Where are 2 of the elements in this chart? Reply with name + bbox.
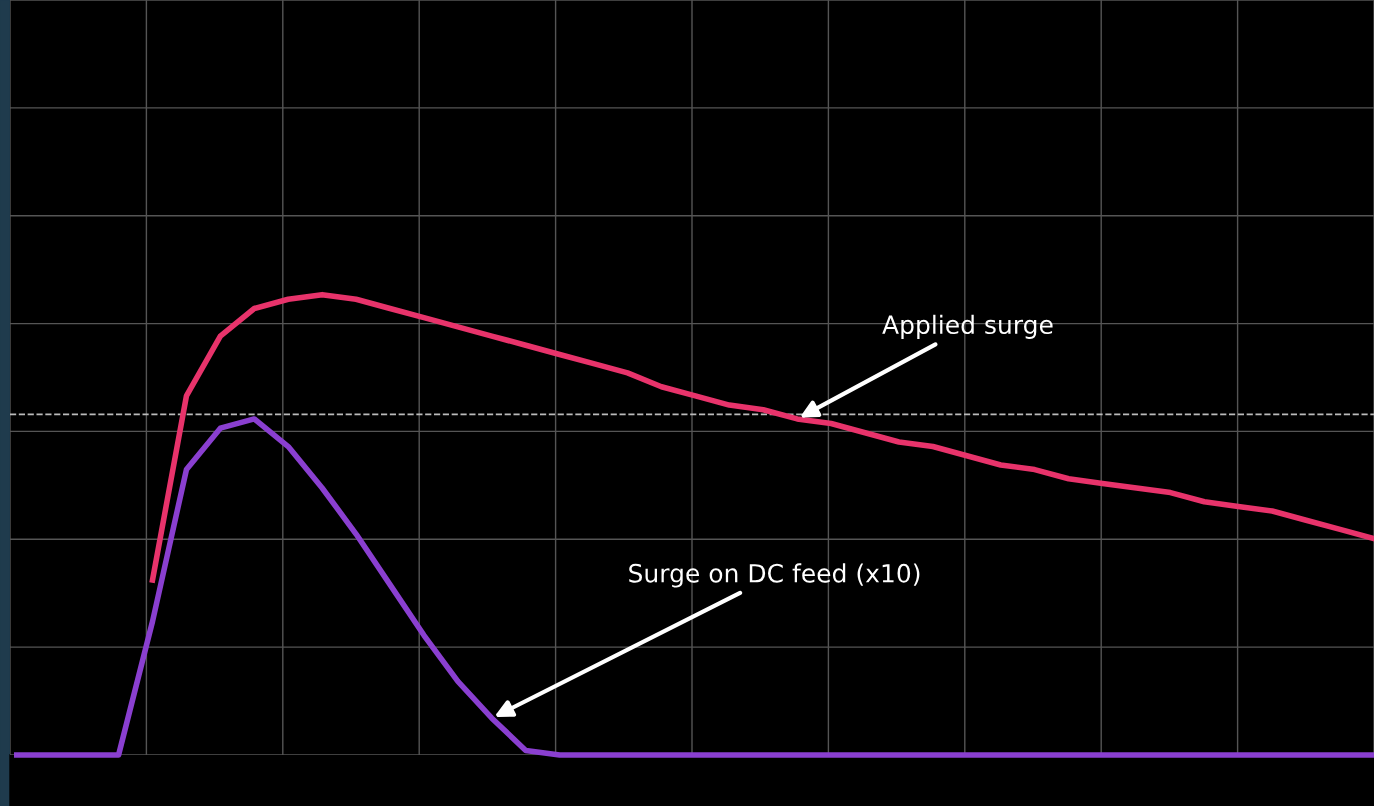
annotation: Surge on DC feed (x10) <box>629 563 920 588</box>
annotation: Applied surge <box>882 314 1053 339</box>
